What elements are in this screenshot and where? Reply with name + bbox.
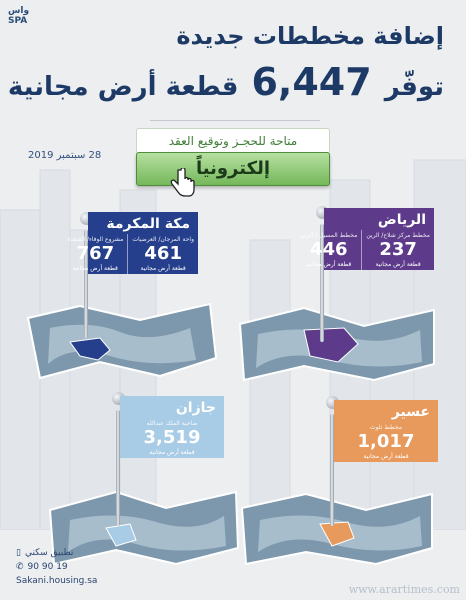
plan-item: مخطط ثلوث 1,017 قطعة أرض مجانية bbox=[357, 424, 415, 460]
total-plots-number: 6,447 bbox=[251, 60, 372, 104]
asir-map bbox=[240, 492, 433, 566]
booking-callout: متاحة للحجـز وتوقيع العقد إلكترونياً bbox=[126, 128, 340, 197]
watermark: www.arartimes.com bbox=[348, 583, 460, 596]
phone-number[interactable]: 19 90 90 bbox=[27, 562, 68, 572]
plan-item: ضاحية الملك عبدالله 3,519 قطعة أرض مجاني… bbox=[143, 420, 201, 456]
spa-logo: واس SPA bbox=[8, 6, 30, 26]
electronic-booking-button[interactable]: إلكترونياً bbox=[136, 152, 330, 186]
publish-date: 28 سبتمبر 2019 bbox=[28, 150, 102, 161]
plan-item: واحة المرجان/ العرضيات 461 قطعة أرض مجان… bbox=[132, 236, 194, 272]
phone-icon: ✆ bbox=[16, 562, 24, 572]
contact-footer: تطبيق سكني ▯ 19 90 90 ✆ Sakani.housing.s… bbox=[16, 546, 136, 588]
jazan-flag: جازان ضاحية الملك عبدالله 3,519 قطعة أرض… bbox=[120, 396, 224, 458]
makkah-flag-pole bbox=[84, 230, 88, 338]
riyadh-flag-pole bbox=[320, 224, 324, 342]
region-name: مكة المكرمة bbox=[106, 216, 190, 232]
app-row: تطبيق سكني ▯ bbox=[16, 546, 106, 560]
plan-item: مشروع الوفاء/ القنفذة 767 قطعة أرض مجاني… bbox=[63, 234, 129, 274]
phone-row: 19 90 90 ✆ bbox=[16, 560, 106, 574]
header-divider bbox=[150, 120, 320, 121]
region-name: جازان bbox=[175, 400, 216, 416]
page-title: إضافة مخططات جديدة bbox=[176, 22, 444, 50]
asir-flag: عسير مخطط ثلوث 1,017 قطعة أرض مجانية bbox=[334, 400, 438, 462]
page-subtitle: توفّر 6,447 قطعة أرض مجانية bbox=[8, 60, 444, 104]
makkah-map bbox=[26, 302, 218, 380]
subtitle-prefix: توفّر bbox=[384, 72, 444, 102]
riyadh-flag: الرياض مخطط مركز شلاح/ الرين 237 قطعة أر… bbox=[300, 208, 434, 270]
website-link[interactable]: Sakani.housing.sa bbox=[16, 576, 98, 586]
region-name: الرياض bbox=[377, 212, 426, 228]
pointer-hand-icon bbox=[170, 168, 195, 197]
riyadh-map bbox=[238, 306, 435, 382]
makkah-flag: مكة المكرمة واحة المرجان/ العرضيات 461 ق… bbox=[67, 212, 198, 274]
asir-flag-pole bbox=[330, 414, 334, 526]
region-name: عسير bbox=[391, 404, 430, 420]
booking-text: متاحة للحجـز وتوقيع العقد bbox=[136, 128, 330, 154]
mobile-phone-icon: ▯ bbox=[16, 548, 21, 558]
plan-item: مخطط مركز شلاح/ الرين 237 قطعة أرض مجاني… bbox=[366, 232, 430, 268]
subtitle-suffix: قطعة أرض مجانية bbox=[7, 72, 239, 102]
plan-item: مخطط المسيل / الرين 446 قطعة أرض مجانية bbox=[296, 230, 363, 270]
jazan-flag-pole bbox=[116, 410, 120, 526]
app-label: تطبيق سكني bbox=[24, 548, 74, 558]
jazan-map bbox=[48, 490, 240, 566]
